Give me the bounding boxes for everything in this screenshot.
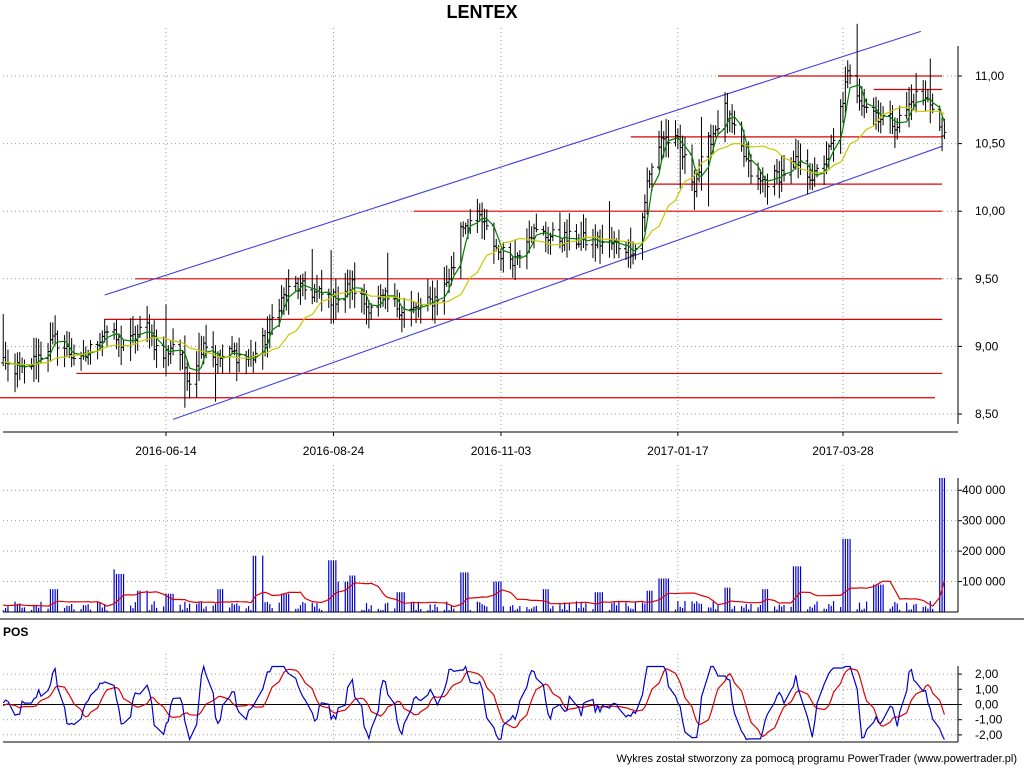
oscillator-y-tick-label: 0,00 (975, 698, 999, 712)
price-y-tick-label: 10,50 (975, 137, 1005, 151)
slow-moving-average-line (3, 106, 945, 366)
oscillator-y-tick-label: -2,00 (975, 728, 1003, 742)
chart-title: LENTEX (446, 2, 517, 22)
oscillator-y-axis-ticks: 2,001,00 0,00-1,00-2,00 (958, 667, 1003, 742)
price-y-tick-label: 8,50 (975, 407, 999, 421)
price-y-tick-label: 9,50 (975, 272, 999, 286)
price-y-axis-ticks: 11,00 10,50 10,00 9,50 9,00 8,50 (958, 69, 1005, 421)
trend-channel-line (104, 30, 922, 296)
date-axis-ticks: 2016-06-14 2016-08-24 2016-11-03 2017-01-17… (135, 432, 874, 458)
volume-y-tick-label: 200 000 (962, 544, 1006, 558)
volume-gridlines (3, 489, 958, 583)
oscillator-y-tick-label: 1,00 (975, 682, 999, 696)
trend-channel-line (172, 145, 943, 420)
oscillator-y-tick-label: 2,00 (975, 667, 999, 681)
ohlc-bars (1, 23, 947, 408)
oscillator-y-tick-label: -1,00 (975, 713, 1003, 727)
volume-y-tick-label: 100 000 (962, 575, 1006, 589)
price-y-tick-label: 10,00 (975, 204, 1005, 218)
volume-average-path (3, 580, 945, 608)
volume-average-line (3, 580, 945, 608)
moving-averages (3, 84, 945, 372)
date-tick-label: 2016-06-14 (135, 444, 197, 458)
price-axes (3, 46, 959, 433)
volume-y-axis-ticks: 400 000 300 000 200 000 100 000 (958, 483, 1006, 589)
volume-y-tick-label: 300 000 (962, 514, 1006, 528)
date-tick-label: 2017-01-17 (647, 444, 709, 458)
date-tick-label: 2016-08-24 (303, 444, 365, 458)
volume-y-tick-label: 400 000 (962, 483, 1006, 497)
price-y-tick-label: 9,00 (975, 339, 999, 353)
oscillator-signal-line (2, 667, 945, 738)
price-y-tick-label: 11,00 (975, 69, 1004, 83)
oscillator-pos-line (2, 664, 945, 742)
support-resistance-lines (0, 75, 943, 399)
trend-channel (104, 30, 943, 420)
date-tick-label: 2016-11-03 (471, 444, 532, 458)
volume-axes (0, 478, 1024, 620)
footer-credit: Wykres został stworzony za pomocą progra… (616, 753, 1017, 765)
date-tick-label: 2017-03-28 (812, 444, 874, 458)
oscillator-lines (2, 664, 958, 742)
pos-panel-label: POS (3, 625, 28, 639)
fast-moving-average-line (3, 84, 945, 372)
price-gridlines (3, 28, 958, 742)
